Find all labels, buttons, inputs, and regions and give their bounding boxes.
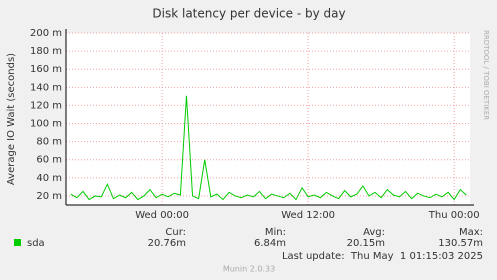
last-update: Last update: Thu May 1 01:15:03 2025 xyxy=(282,251,483,262)
y-tick-label: 200 m xyxy=(30,28,62,39)
y-tick-label: 140 m xyxy=(30,82,62,93)
legend-label: sda xyxy=(27,238,45,249)
y-tick-label: 80 m xyxy=(36,137,62,148)
plot-area xyxy=(66,33,470,205)
stat-value: 6.84m xyxy=(254,238,286,249)
side-text: RRDTOOL / TOBI OETIKER xyxy=(482,30,490,120)
stat-header: Cur: xyxy=(165,227,186,238)
x-tick-label: Wed 00:00 xyxy=(135,210,189,221)
series-line xyxy=(70,95,467,201)
x-tick-label: Wed 12:00 xyxy=(281,210,335,221)
y-tick-label: 20 m xyxy=(36,191,62,202)
y-tick-label: 180 m xyxy=(30,46,62,57)
y-tick-label: 60 m xyxy=(36,155,62,166)
y-axis-label: Average IO Wait (seconds) xyxy=(6,53,17,185)
footer: Munin 2.0.33 xyxy=(223,265,275,274)
stat-header: Min: xyxy=(265,227,286,238)
y-tick-label: 100 m xyxy=(30,119,62,130)
y-tick-label: 120 m xyxy=(30,100,62,111)
stat-value: 20.15m xyxy=(347,238,385,249)
stat-value: 20.76m xyxy=(148,238,186,249)
y-tick-label: 40 m xyxy=(36,173,62,184)
legend-swatch xyxy=(14,239,21,246)
stat-header: Avg: xyxy=(363,227,385,238)
stat-value: 130.57m xyxy=(438,238,483,249)
y-tick-label: 160 m xyxy=(30,64,62,75)
chart-title: Disk latency per device - by day xyxy=(152,7,345,21)
x-tick-label: Thu 00:00 xyxy=(428,210,480,221)
stat-header: Max: xyxy=(459,227,483,238)
